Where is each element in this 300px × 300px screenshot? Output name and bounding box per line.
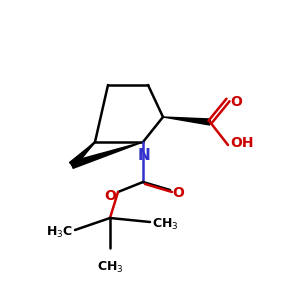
Polygon shape [163, 117, 210, 125]
Text: CH$_3$: CH$_3$ [152, 217, 178, 232]
Text: N: N [138, 148, 150, 163]
Text: O: O [230, 95, 242, 109]
Text: H$_3$C: H$_3$C [46, 224, 73, 239]
Text: OH: OH [230, 136, 253, 150]
Text: CH$_3$: CH$_3$ [97, 260, 123, 275]
Polygon shape [71, 142, 143, 168]
Polygon shape [70, 142, 95, 167]
Text: O: O [104, 189, 116, 203]
Text: O: O [172, 186, 184, 200]
